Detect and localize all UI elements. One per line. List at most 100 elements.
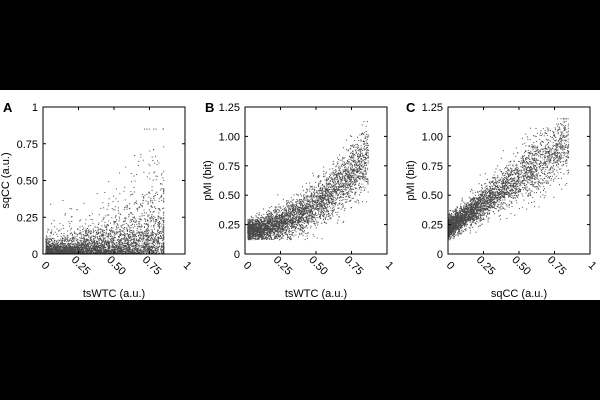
data-point (66, 241, 68, 243)
data-point (116, 244, 118, 246)
data-point (64, 241, 66, 242)
data-point (337, 157, 339, 159)
data-point (312, 211, 314, 212)
data-point (282, 235, 284, 237)
data-point (65, 246, 67, 248)
data-point (159, 218, 161, 220)
data-point (138, 247, 140, 249)
data-point (148, 191, 150, 193)
data-point (255, 233, 257, 235)
data-point (352, 154, 354, 156)
data-point (155, 175, 157, 177)
data-point (365, 178, 367, 180)
data-point (107, 246, 109, 248)
data-point (45, 244, 47, 246)
data-point (297, 194, 299, 196)
data-point (354, 173, 356, 175)
data-point (120, 252, 122, 254)
data-point (49, 242, 51, 244)
data-point (57, 242, 59, 244)
data-point (69, 247, 71, 249)
data-point (116, 249, 118, 251)
data-point (149, 192, 151, 194)
data-point (276, 217, 278, 218)
scatter-points (247, 121, 369, 241)
data-point (86, 246, 88, 248)
data-point (82, 248, 84, 250)
data-point (129, 247, 131, 249)
data-point (163, 221, 165, 223)
data-point (111, 249, 112, 251)
data-point (101, 225, 103, 227)
data-point (96, 247, 98, 249)
data-point (119, 230, 121, 232)
data-point (142, 233, 144, 234)
data-point (330, 201, 332, 203)
data-point (358, 146, 360, 148)
data-point (325, 199, 327, 200)
data-point (69, 243, 71, 245)
data-point (132, 249, 134, 251)
data-point (135, 247, 137, 249)
data-point (251, 239, 253, 241)
data-point (83, 248, 85, 250)
data-point (158, 231, 160, 233)
data-point (329, 218, 331, 220)
data-point (115, 198, 117, 200)
data-point (59, 246, 60, 248)
data-point (141, 215, 143, 217)
data-point (71, 208, 73, 210)
data-point (98, 246, 100, 247)
data-point (136, 230, 138, 232)
data-point (107, 248, 109, 249)
data-point (156, 249, 158, 251)
data-point (74, 236, 76, 238)
data-point (360, 175, 362, 177)
data-point (141, 239, 143, 241)
data-point (157, 194, 158, 195)
data-point (316, 191, 318, 193)
data-point (136, 249, 138, 251)
data-point (306, 215, 307, 217)
data-point (63, 248, 65, 250)
data-point (66, 238, 68, 240)
data-point (119, 244, 121, 246)
data-point (110, 252, 111, 254)
data-point (152, 247, 153, 249)
data-point (130, 227, 132, 229)
data-point (71, 238, 73, 240)
data-point (349, 155, 350, 157)
data-point (141, 252, 143, 254)
data-point (330, 185, 332, 187)
data-point (98, 250, 100, 252)
data-point (62, 251, 64, 253)
data-point (111, 251, 113, 252)
data-point (61, 238, 63, 240)
data-point (158, 162, 160, 164)
data-point (133, 224, 135, 226)
data-point (140, 218, 142, 220)
data-point (136, 248, 138, 249)
data-point (76, 247, 78, 249)
data-point (81, 252, 83, 254)
data-point (161, 188, 163, 190)
data-point (87, 231, 89, 233)
data-point (77, 244, 79, 246)
data-point (125, 250, 127, 252)
data-point (270, 234, 272, 236)
data-point (82, 252, 83, 254)
data-point (45, 241, 47, 243)
data-point (131, 220, 133, 222)
data-point (78, 247, 80, 249)
data-point (147, 220, 149, 222)
data-point (74, 232, 76, 234)
data-point (322, 208, 324, 210)
data-point (98, 242, 100, 244)
data-point (85, 251, 87, 253)
data-point (70, 249, 72, 251)
data-point (356, 170, 358, 171)
data-point (109, 245, 111, 247)
data-point (150, 219, 152, 221)
data-point (320, 214, 321, 216)
data-point (145, 220, 146, 222)
